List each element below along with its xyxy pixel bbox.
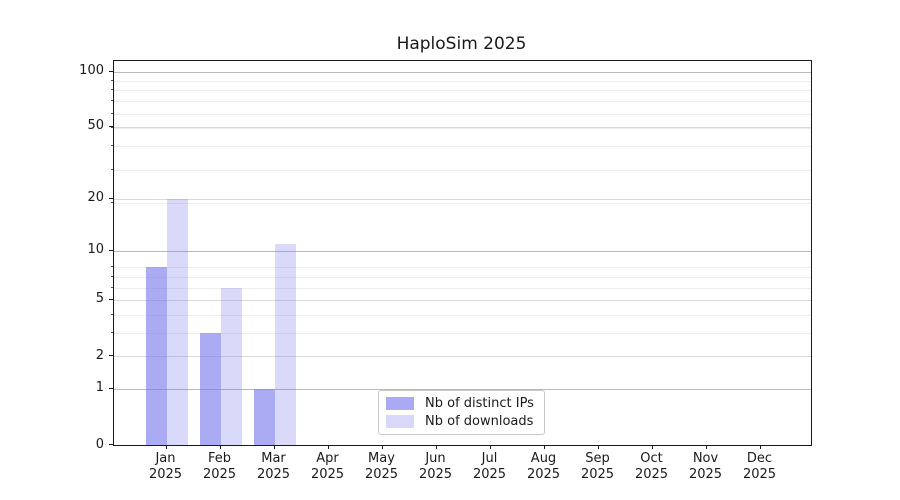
- x-tick-label: Jul 2025: [472, 451, 507, 482]
- y-tickmark: [109, 444, 113, 445]
- x-tickmark: [705, 445, 707, 449]
- x-tick-label: Aug 2025: [526, 451, 561, 482]
- x-tickmark: [651, 445, 653, 449]
- minor-gridline: [114, 267, 811, 269]
- bar-distinct-ips: [253, 388, 275, 445]
- y-minor-tickmark: [110, 286, 113, 288]
- legend-label-downloads: Nb of downloads: [425, 414, 534, 429]
- y-minor-tickmark: [110, 201, 113, 203]
- y-tickmark: [109, 298, 113, 300]
- x-tickmark: [273, 445, 275, 449]
- y-minor-tickmark: [110, 313, 113, 315]
- plot-area: [113, 60, 812, 446]
- y-minor-tickmark: [110, 331, 113, 333]
- legend-swatch-downloads: [386, 415, 414, 428]
- legend-item-distinct-ips: Nb of distinct IPs: [386, 396, 534, 411]
- major-gridline: [114, 388, 811, 390]
- y-tickmark: [109, 197, 113, 199]
- y-minor-tickmark: [110, 266, 113, 268]
- y-tickmark: [109, 70, 113, 72]
- y-minor-tickmark: [110, 145, 113, 147]
- minor-gridline: [114, 90, 811, 92]
- x-tick-label: Sep 2025: [580, 451, 615, 482]
- bar-downloads: [166, 198, 188, 445]
- x-tick-label: Dec 2025: [742, 451, 777, 482]
- y-minor-tickmark: [110, 168, 113, 170]
- bar-distinct-ips: [199, 332, 221, 445]
- major-gridline: [114, 126, 811, 128]
- x-tick-label: Mar 2025: [256, 451, 291, 482]
- minor-gridline: [114, 202, 811, 204]
- y-tick-label: 1: [95, 380, 104, 396]
- x-tickmark: [597, 445, 599, 449]
- minor-gridline: [114, 101, 811, 103]
- legend-item-downloads: Nb of downloads: [386, 414, 534, 429]
- minor-gridline: [114, 314, 811, 316]
- legend: Nb of distinct IPs Nb of downloads: [378, 390, 545, 435]
- minor-gridline: [114, 287, 811, 289]
- y-tick-label: 100: [79, 63, 104, 78]
- bar-distinct-ips: [145, 267, 167, 445]
- minor-gridline: [114, 276, 811, 278]
- x-tickmark: [165, 445, 167, 449]
- legend-label-distinct-ips: Nb of distinct IPs: [425, 396, 534, 411]
- minor-gridline: [114, 146, 811, 148]
- major-gridline: [114, 250, 811, 252]
- y-tickmark: [109, 249, 113, 251]
- minor-gridline: [114, 128, 811, 130]
- x-tickmark: [381, 445, 383, 449]
- major-gridline: [114, 299, 811, 301]
- legend-swatch-distinct-ips: [386, 397, 414, 410]
- y-minor-tickmark: [110, 112, 113, 114]
- x-tickmark: [759, 445, 761, 449]
- y-minor-tickmark: [110, 127, 113, 129]
- x-tick-label: Jun 2025: [418, 451, 453, 482]
- y-minor-tickmark: [110, 89, 113, 91]
- x-tickmark: [489, 445, 491, 449]
- x-tick-label: Nov 2025: [688, 451, 723, 482]
- y-tick-label: 20: [87, 190, 104, 206]
- y-tickmark: [109, 355, 113, 357]
- x-tickmark: [327, 445, 329, 449]
- major-gridline: [114, 356, 811, 358]
- y-minor-tickmark: [110, 100, 113, 102]
- x-tickmark: [435, 445, 437, 449]
- x-tick-label: Apr 2025: [310, 451, 345, 482]
- y-minor-tickmark: [110, 275, 113, 277]
- x-tick-label: Oct 2025: [634, 451, 669, 482]
- bar-downloads: [274, 243, 296, 445]
- y-tick-label: 5: [95, 291, 104, 307]
- minor-gridline: [114, 169, 811, 171]
- y-tickmark: [109, 387, 113, 389]
- y-tick-label: 10: [87, 242, 104, 258]
- minor-gridline: [114, 332, 811, 334]
- x-tick-label: Feb 2025: [202, 451, 237, 482]
- y-tick-label: 2: [95, 347, 104, 363]
- bar-downloads: [220, 287, 242, 445]
- major-gridline: [114, 198, 811, 200]
- x-tick-label: May 2025: [364, 451, 399, 482]
- y-minor-tickmark: [110, 79, 113, 81]
- major-gridline: [114, 71, 811, 73]
- x-tickmark: [219, 445, 221, 449]
- minor-gridline: [114, 80, 811, 82]
- y-tickmark: [109, 125, 113, 127]
- minor-gridline: [114, 113, 811, 115]
- chart-title: HaploSim 2025: [396, 34, 527, 54]
- y-tick-label: 50: [87, 118, 104, 134]
- x-tickmark: [543, 445, 545, 449]
- y-tick-label: 0: [95, 436, 104, 452]
- x-tick-label: Jan 2025: [148, 451, 183, 482]
